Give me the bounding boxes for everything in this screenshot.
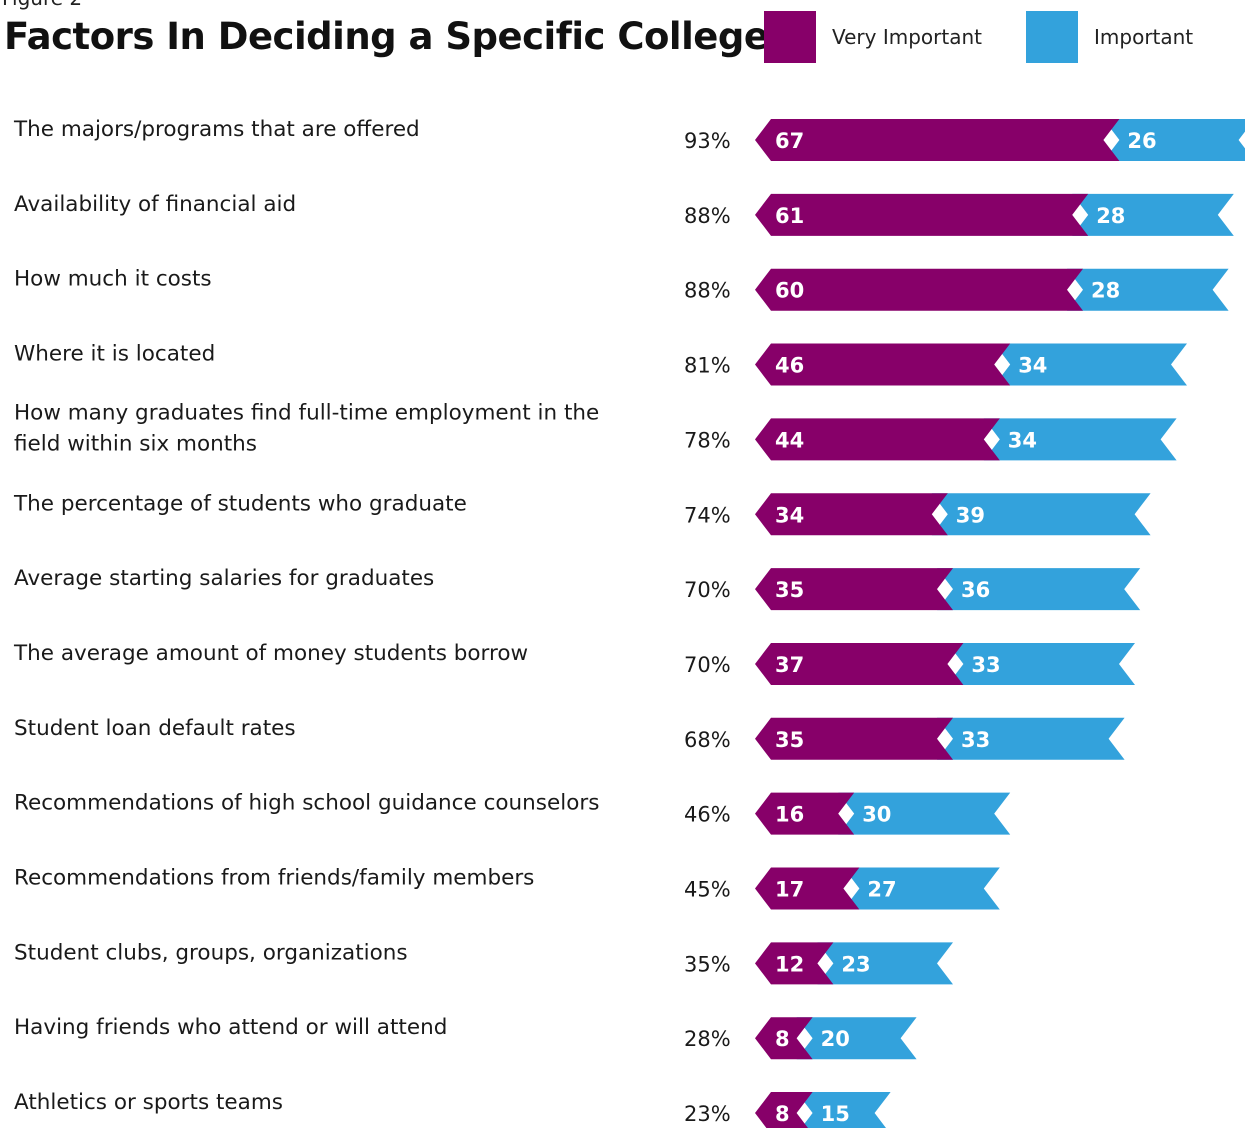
- total-label: 68%: [684, 728, 731, 752]
- bar-very-important: [755, 792, 855, 835]
- category-label: Student clubs, groups, organizations: [14, 940, 408, 965]
- value-label-very-important: 16: [775, 803, 804, 827]
- value-label-important: 33: [961, 728, 990, 752]
- bar-important: [983, 418, 1177, 461]
- value-label-important: 33: [971, 653, 1000, 677]
- value-label-important: 15: [821, 1102, 850, 1126]
- total-label: 93%: [684, 129, 731, 153]
- value-label-important: 39: [956, 503, 985, 527]
- bar-very-important: [755, 193, 1089, 236]
- bar-important: [838, 792, 1011, 835]
- category-label: The average amount of money students bor…: [13, 641, 528, 666]
- category-label: Having friends who attend or will attend: [14, 1015, 447, 1040]
- total-label: 78%: [684, 428, 731, 452]
- value-label-important: 27: [867, 878, 896, 902]
- value-label-important: 28: [1091, 279, 1120, 303]
- legend-label-very-important: Very Important: [832, 25, 982, 49]
- value-label-important: 34: [1018, 354, 1047, 378]
- total-label: 35%: [684, 952, 731, 976]
- value-label-very-important: 44: [775, 428, 804, 452]
- category-label: How many graduates find full-time employ…: [14, 400, 599, 456]
- bar-important: [931, 493, 1151, 536]
- value-label-very-important: 35: [775, 728, 804, 752]
- bar-important: [1067, 268, 1229, 311]
- bar-important: [994, 343, 1187, 386]
- bar-very-important: [755, 1017, 813, 1060]
- figure-label: Figure 2: [2, 0, 82, 10]
- bar-very-important: [755, 867, 860, 910]
- value-label-important: 20: [821, 1027, 850, 1051]
- legend-label-important: Important: [1094, 25, 1194, 49]
- bar-very-important: [755, 418, 1000, 461]
- category-label: Student loan default rates: [14, 716, 296, 741]
- bar-very-important: [755, 568, 953, 611]
- value-label-important: 36: [961, 578, 990, 602]
- bar-very-important: [755, 493, 948, 536]
- legend-swatch-very-important: [764, 11, 816, 63]
- value-label-very-important: 8: [775, 1027, 790, 1051]
- total-label: 45%: [684, 878, 731, 902]
- value-label-very-important: 46: [775, 354, 804, 378]
- total-label: 70%: [684, 578, 731, 602]
- value-label-important: 23: [841, 952, 870, 976]
- bar-important: [843, 867, 1000, 910]
- value-label-important: 28: [1096, 204, 1125, 228]
- value-label-very-important: 60: [775, 279, 804, 303]
- bar-important: [937, 717, 1125, 760]
- total-label: 81%: [684, 354, 731, 378]
- bar-important: [817, 942, 953, 985]
- bar-important: [1072, 193, 1234, 236]
- value-label-very-important: 67: [775, 129, 804, 153]
- value-label-very-important: 8: [775, 1102, 790, 1126]
- bar-important: [947, 642, 1135, 685]
- category-label: Where it is located: [14, 342, 215, 367]
- value-label-very-important: 12: [775, 952, 804, 976]
- bar-important: [937, 568, 1141, 611]
- total-label: 23%: [684, 1102, 731, 1126]
- value-label-important: 26: [1127, 129, 1156, 153]
- category-label: Recommendations of high school guidance …: [14, 791, 599, 816]
- bar-very-important: [755, 119, 1120, 161]
- bar-important: [796, 1092, 891, 1128]
- category-label: The percentage of students who graduate: [13, 491, 467, 516]
- bar-very-important: [755, 942, 834, 985]
- bar-very-important: [755, 642, 964, 685]
- total-label: 88%: [684, 279, 731, 303]
- total-label: 88%: [684, 204, 731, 228]
- bar-important: [796, 1017, 917, 1060]
- value-label-very-important: 34: [775, 503, 804, 527]
- category-label: Availability of financial aid: [14, 192, 296, 217]
- value-label-very-important: 37: [775, 653, 804, 677]
- value-label-very-important: 61: [775, 204, 804, 228]
- value-label-very-important: 35: [775, 578, 804, 602]
- value-label-important: 34: [1008, 428, 1037, 452]
- bar-very-important: [755, 268, 1083, 311]
- category-label: Average starting salaries for graduates: [14, 566, 434, 591]
- total-label: 46%: [684, 803, 731, 827]
- chart-title: Factors In Deciding a Specific College: [4, 15, 769, 58]
- category-label: How much it costs: [14, 267, 212, 292]
- value-label-very-important: 17: [775, 878, 804, 902]
- category-label: The majors/programs that are offered: [13, 117, 420, 142]
- total-label: 74%: [684, 503, 731, 527]
- bar-very-important: [755, 343, 1011, 386]
- legend-swatch-important: [1026, 11, 1078, 63]
- category-label: Recommendations from friends/family memb…: [14, 866, 534, 891]
- total-label: 70%: [684, 653, 731, 677]
- bar-very-important: [755, 717, 953, 760]
- bar-very-important: [755, 1092, 813, 1128]
- value-label-important: 30: [862, 803, 891, 827]
- category-label: Athletics or sports teams: [14, 1090, 283, 1115]
- total-label: 28%: [684, 1027, 731, 1051]
- bar-important: [1103, 119, 1245, 161]
